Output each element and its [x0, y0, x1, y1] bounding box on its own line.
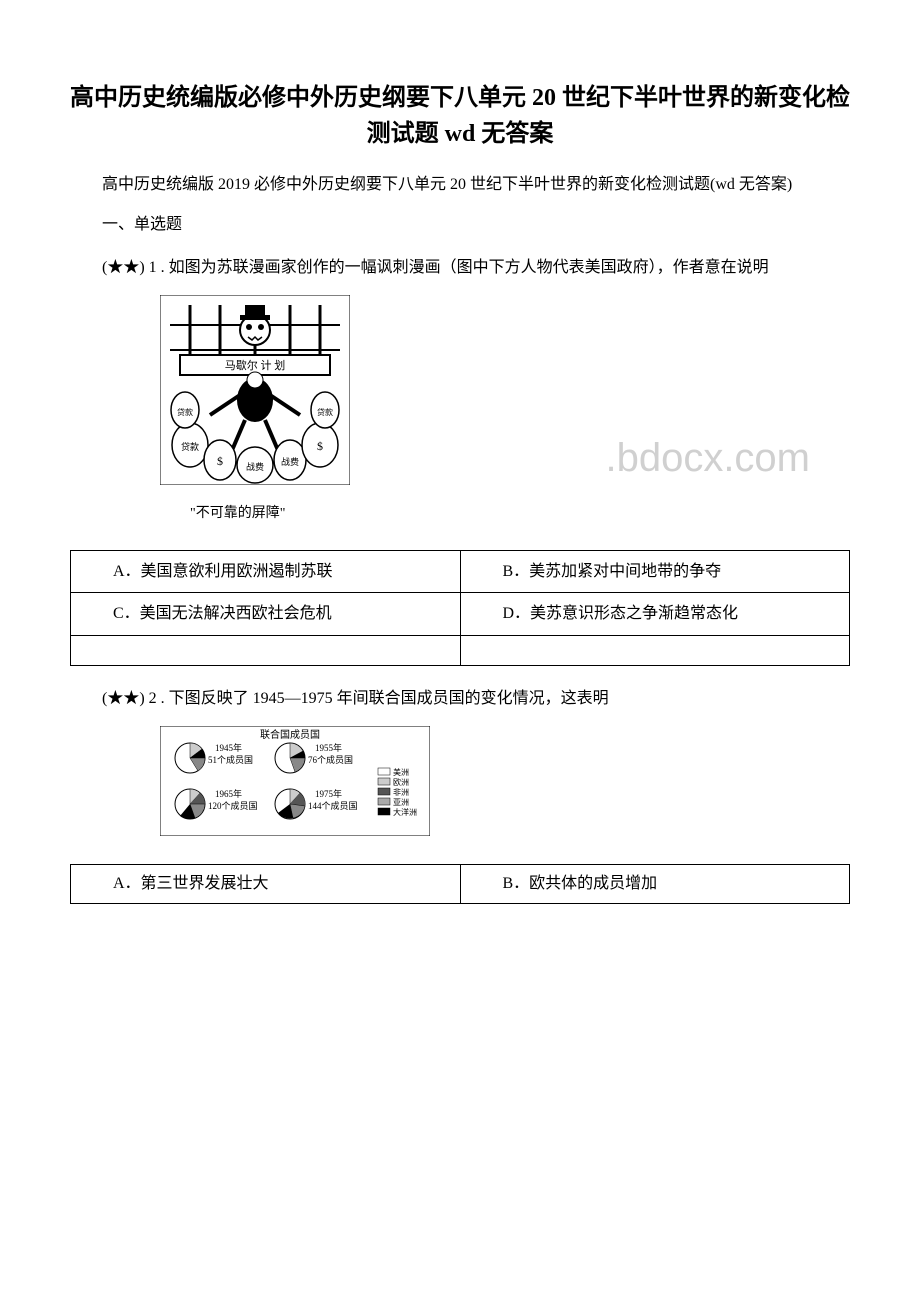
svg-text:亚洲: 亚洲	[393, 798, 409, 807]
option-c: C．美国无法解决西欧社会危机	[71, 593, 461, 636]
option-d: D．美苏意识形态之争渐趋常态化	[460, 593, 850, 636]
option-b: B．美苏加紧对中间地带的争夺	[460, 550, 850, 593]
svg-text:非洲: 非洲	[393, 787, 409, 797]
svg-text:76个成员国: 76个成员国	[308, 754, 353, 765]
svg-text:120个成员国: 120个成员国	[208, 800, 258, 811]
svg-text:144个成员国: 144个成员国	[308, 800, 358, 811]
question-2-options-table: A．第三世界发展壮大 B．欧共体的成员增加	[70, 864, 850, 904]
svg-text:1975年: 1975年	[315, 788, 342, 799]
svg-text:1955年: 1955年	[315, 742, 342, 753]
svg-text:马歇尔 计 划: 马歇尔 计 划	[225, 359, 286, 372]
table-row: C．美国无法解决西欧社会危机 D．美苏意识形态之争渐趋常态化	[71, 593, 850, 636]
option-b: B．欧共体的成员增加	[460, 865, 850, 904]
svg-text:战费: 战费	[246, 461, 264, 472]
empty-cell	[71, 635, 461, 665]
table-row: A．美国意欲利用欧洲遏制苏联 B．美苏加紧对中间地带的争夺	[71, 550, 850, 593]
svg-text:欧洲: 欧洲	[393, 777, 409, 787]
svg-text:$: $	[317, 439, 323, 453]
svg-text:贷款: 贷款	[317, 407, 333, 417]
cartoon-image-container: 马歇尔 计 划 贷款 $ 战费 战费 $ 贷款 贷款	[160, 295, 850, 494]
un-chart-container: 联合国成员国 1945年 51个成员国 1955年 76个成员国 1965年 1…	[160, 726, 850, 845]
empty-cell	[460, 635, 850, 665]
option-a: A．第三世界发展壮大	[71, 865, 461, 904]
svg-text:大洋洲: 大洋洲	[393, 807, 417, 817]
svg-text:1945年: 1945年	[215, 742, 242, 753]
document-title: 高中历史统编版必修中外历史纲要下八单元 20 世纪下半叶世界的新变化检测试题 w…	[70, 80, 850, 152]
svg-text:美洲: 美洲	[393, 767, 409, 777]
section-heading: 一、单选题	[70, 212, 850, 238]
intro-paragraph: 高中历史统编版 2019 必修中外历史纲要下八单元 20 世纪下半叶世界的新变化…	[70, 172, 850, 198]
table-row: A．第三世界发展壮大 B．欧共体的成员增加	[71, 865, 850, 904]
svg-text:$: $	[217, 454, 223, 468]
svg-text:51个成员国: 51个成员国	[208, 754, 253, 765]
svg-text:贷款: 贷款	[177, 407, 193, 417]
svg-text:战费: 战费	[281, 456, 299, 467]
option-a: A．美国意欲利用欧洲遏制苏联	[71, 550, 461, 593]
svg-text:1965年: 1965年	[215, 788, 242, 799]
un-chart: 联合国成员国 1945年 51个成员国 1955年 76个成员国 1965年 1…	[160, 726, 430, 836]
cartoon-image: 马歇尔 计 划 贷款 $ 战费 战费 $ 贷款 贷款	[160, 295, 350, 485]
question-1-options-table: A．美国意欲利用欧洲遏制苏联 B．美苏加紧对中间地带的争夺 C．美国无法解决西欧…	[70, 550, 850, 666]
svg-text:贷款: 贷款	[181, 441, 199, 452]
cartoon-caption: "不可靠的屏障"	[190, 503, 850, 525]
question-1-text: (★★) 1 . 如图为苏联漫画家创作的一幅讽刺漫画（图中下方人物代表美国政府）…	[70, 255, 850, 281]
table-row	[71, 635, 850, 665]
question-2-text: (★★) 2 . 下图反映了 1945—1975 年间联合国成员国的变化情况，这…	[70, 686, 850, 712]
svg-text:联合国成员国: 联合国成员国	[260, 728, 320, 741]
